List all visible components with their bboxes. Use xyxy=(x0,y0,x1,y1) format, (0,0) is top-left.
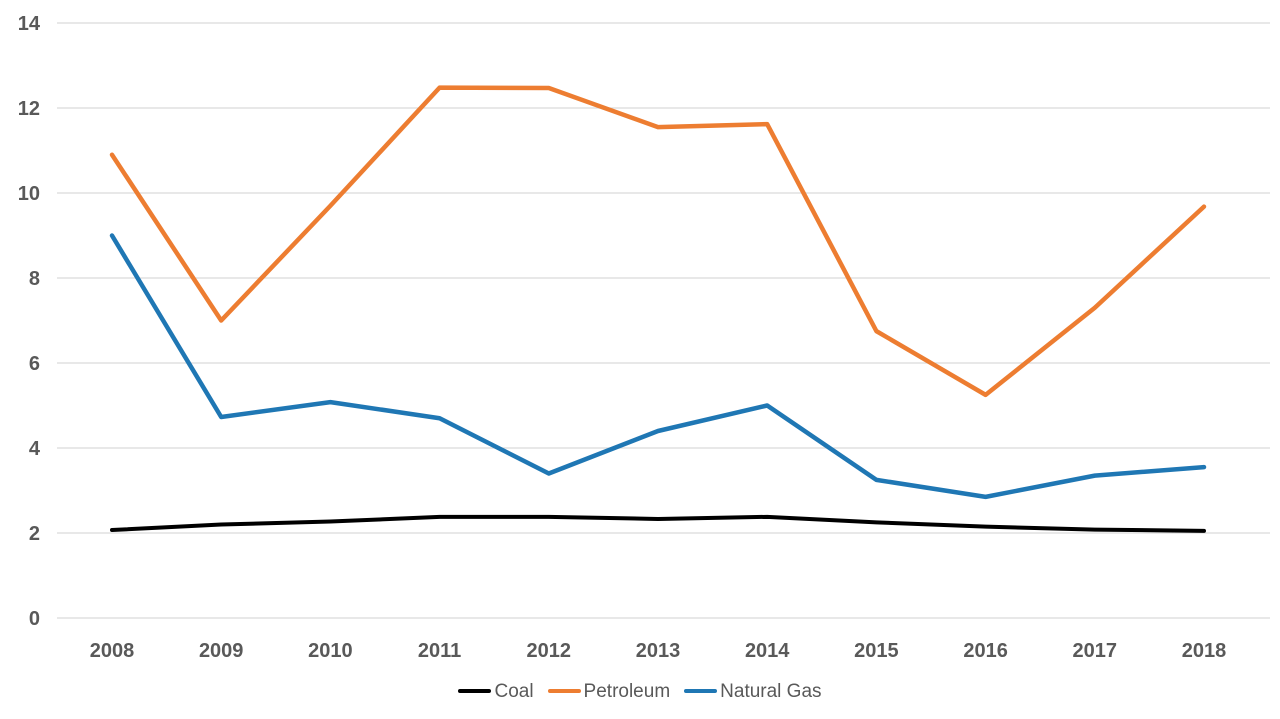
legend-line-petroleum-icon xyxy=(547,689,581,693)
y-tick-label: 0 xyxy=(29,608,40,630)
x-tick-label: 2008 xyxy=(90,640,135,662)
legend-label-petroleum: Petroleum xyxy=(583,680,671,702)
x-tick-label: 2014 xyxy=(745,640,790,662)
x-tick-label: 2011 xyxy=(418,640,461,662)
x-tick-label: 2013 xyxy=(636,640,681,662)
legend-label-coal: Coal xyxy=(494,680,534,702)
legend-item-natural-gas: Natural Gas xyxy=(684,680,822,702)
legend-line-natural-gas-icon xyxy=(684,689,718,693)
x-tick-label: 2018 xyxy=(1182,640,1227,662)
y-tick-label: 2 xyxy=(29,523,40,545)
x-tick-label: 2012 xyxy=(527,640,572,662)
x-tick-label: 2010 xyxy=(308,640,353,662)
legend-item-coal: Coal xyxy=(458,680,534,702)
y-tick-label: 6 xyxy=(29,353,40,375)
series-line-coal xyxy=(110,514,1206,533)
y-tick-label: 8 xyxy=(29,268,40,290)
legend-line-coal-icon xyxy=(458,689,492,693)
y-tick-label: 14 xyxy=(18,13,41,35)
series-line-natural-gas xyxy=(109,233,1207,500)
x-tick-label: 2009 xyxy=(199,640,244,662)
y-tick-label: 12 xyxy=(18,98,40,120)
x-tick-label: 2016 xyxy=(963,640,1008,662)
x-tick-label: 2015 xyxy=(854,640,899,662)
y-tick-label: 10 xyxy=(18,183,40,205)
legend: Coal Petroleum Natural Gas xyxy=(0,676,1280,706)
legend-label-natural-gas: Natural Gas xyxy=(720,680,822,702)
x-tick-label: 2017 xyxy=(1073,640,1118,662)
y-tick-label: 4 xyxy=(29,438,41,460)
legend-item-petroleum: Petroleum xyxy=(547,680,671,702)
series-line-petroleum xyxy=(109,85,1207,398)
